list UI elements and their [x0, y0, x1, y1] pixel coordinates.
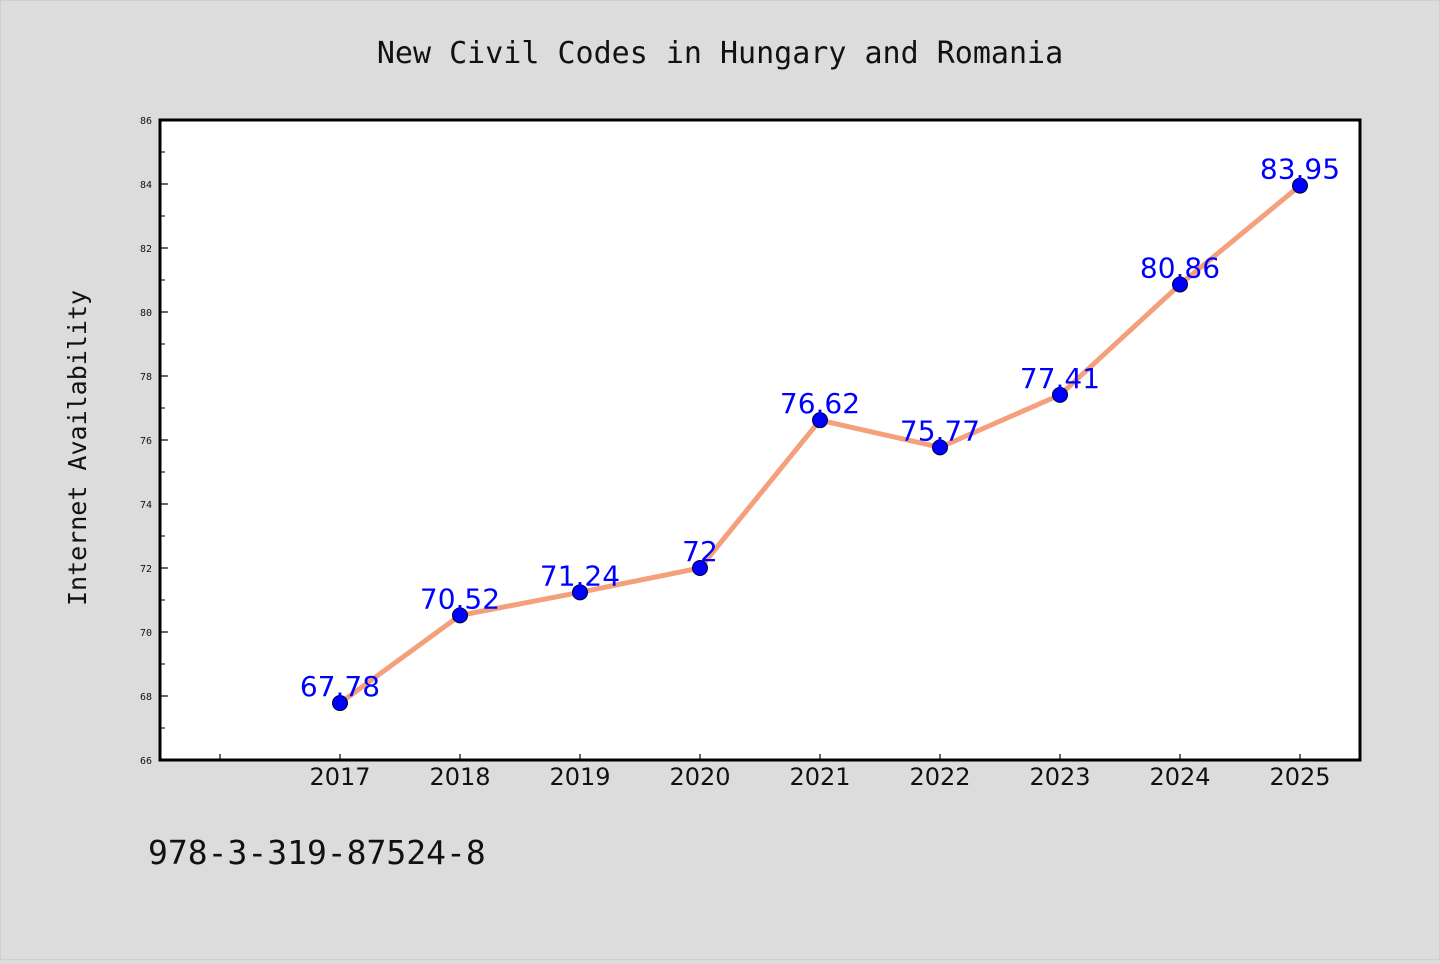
x-tick-label: 2021: [789, 763, 850, 791]
x-tick-label: 2025: [1269, 763, 1330, 791]
data-label: 75.77: [900, 414, 980, 447]
x-tick-label: 2024: [1149, 763, 1210, 791]
x-tick-label: 2019: [549, 763, 610, 791]
y-tick-label: 84: [140, 180, 152, 191]
plot-area: [158, 118, 1362, 762]
chart-title: New Civil Codes in Hungary and Romania: [377, 36, 1063, 71]
x-tick-label: 2023: [1029, 763, 1090, 791]
data-point: [692, 560, 708, 576]
data-point: [332, 695, 348, 712]
y-tick-label: 68: [140, 692, 152, 703]
data-label: 76.62: [780, 387, 860, 420]
isbn-text: 978-3-319-87524-8: [148, 833, 486, 872]
data-point: [572, 584, 588, 601]
y-axis-label: Internet Availability: [63, 290, 92, 606]
x-axis: 2017 2018 2019 2020 2021 2022 2023 2024 2025: [219, 754, 1331, 791]
x-tick-label: 2018: [429, 763, 490, 791]
y-tick-label: 70: [140, 628, 152, 639]
series-group: 67.78 70.52 71.24 72 76.62 75.77 77.41 80.86 83.…: [300, 153, 1340, 712]
data-label: 77.41: [1020, 362, 1100, 395]
x-tick-label: 2020: [669, 763, 730, 791]
y-tick-label: 76: [140, 436, 152, 447]
y-tick-label: 72: [140, 564, 152, 575]
x-tick-label: 2022: [909, 763, 970, 791]
y-tick-label: 66: [140, 756, 152, 767]
x-tick-label: 2017: [309, 763, 370, 791]
y-tick-label: 80: [140, 308, 152, 319]
y-tick-label: 82: [140, 244, 152, 255]
y-tick-label: 74: [140, 500, 152, 511]
data-label: 83.95: [1260, 153, 1340, 186]
data-label: 70.52: [420, 582, 500, 615]
data-point: [932, 439, 948, 456]
data-point: [452, 607, 468, 624]
y-axis: 66 68 70 72 74 76 78 80 82 84 86: [140, 116, 168, 767]
data-point: [1052, 386, 1068, 403]
data-label: 67.78: [300, 670, 380, 703]
data-point: [1292, 177, 1308, 194]
data-point: [812, 412, 828, 429]
y-tick-label: 86: [140, 116, 152, 127]
data-label: 72: [682, 535, 718, 568]
data-label: 71.24: [540, 559, 620, 592]
data-label: 80.86: [1140, 251, 1220, 284]
y-tick-label: 78: [140, 372, 152, 383]
data-point: [1172, 276, 1188, 293]
